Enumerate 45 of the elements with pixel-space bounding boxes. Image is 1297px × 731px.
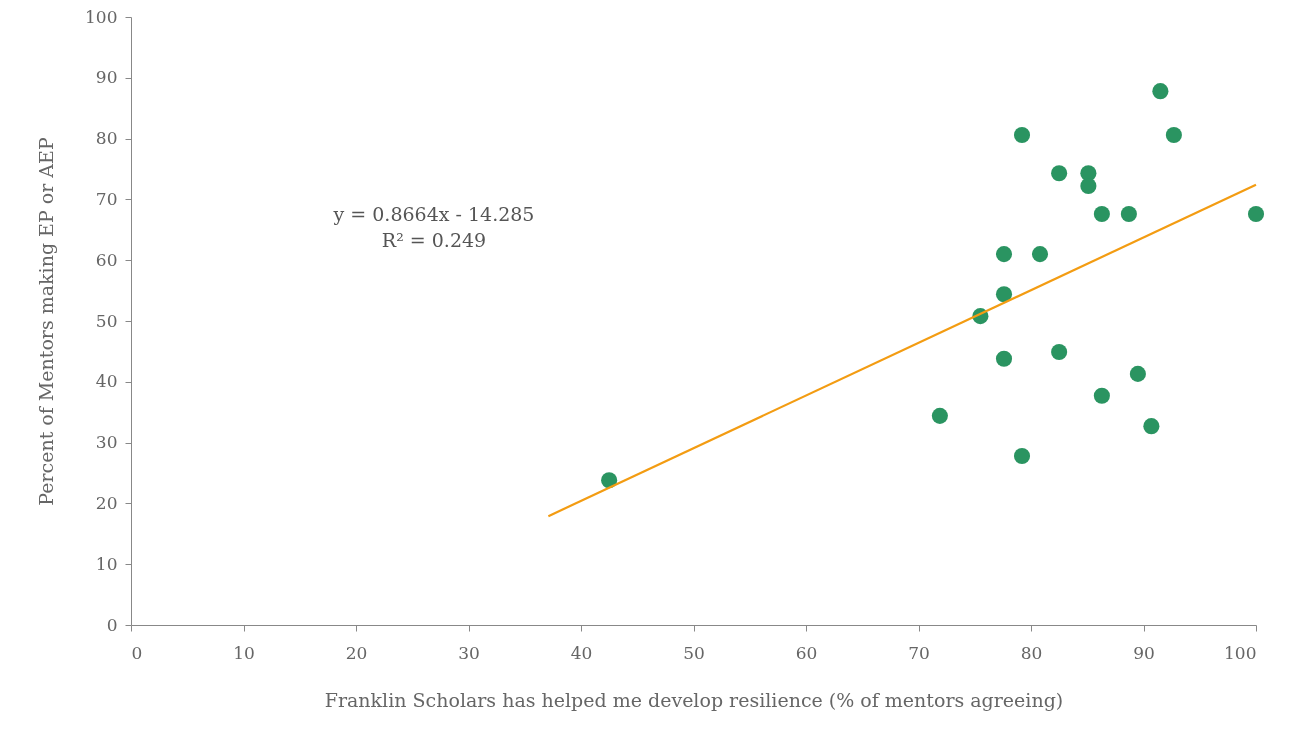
point: [1013, 447, 1031, 465]
x-tick-label: 50: [683, 642, 705, 663]
point: [995, 350, 1013, 367]
y-tick-label: 10: [95, 553, 118, 574]
x-tick-label: 10: [233, 642, 255, 663]
point: [1013, 126, 1031, 143]
annotation: R² = 0.249: [381, 229, 487, 251]
y-tick-label: 100: [85, 6, 118, 27]
x-tick-label: 40: [570, 642, 593, 663]
y-tick-label: 40: [95, 371, 118, 392]
annotation: y = 0.8664x - 14.285: [332, 203, 535, 225]
y-tick-label: 30: [95, 432, 118, 453]
x-tick-label: 70: [908, 642, 930, 663]
y-tick-label: 80: [95, 128, 118, 149]
point: [995, 246, 1013, 263]
y-tick-label: 50: [95, 310, 118, 331]
point: [1093, 205, 1110, 223]
point: [1247, 205, 1265, 223]
point: [1051, 165, 1068, 182]
point: [1152, 83, 1169, 100]
y-tick-label: 90: [95, 67, 118, 88]
x-tick-label: 60: [795, 642, 818, 663]
x-tick-label: 90: [1133, 642, 1155, 663]
point: [1051, 343, 1068, 361]
point: [1031, 246, 1049, 263]
point: [995, 286, 1013, 303]
point: [1165, 126, 1182, 143]
point: [1093, 387, 1110, 404]
x-axis-title: Franklin Scholars has helped me develop resilience (% of mentors agreeing): [324, 688, 1064, 711]
x-tick-label: 30: [458, 642, 480, 663]
x-tick-label: 100: [1224, 642, 1257, 663]
point: [1143, 418, 1160, 435]
point: [931, 407, 948, 424]
y-tick-label: 70: [95, 188, 118, 209]
x-tick-label: 80: [1020, 642, 1043, 663]
x-tick-label: 20: [345, 642, 368, 663]
y-axis-title: Percent of Mentors making EP or AEP: [35, 137, 58, 506]
y-tick-label: 60: [95, 249, 118, 270]
x-tick-label: 0: [131, 642, 143, 663]
y-tick-label: 20: [95, 492, 118, 513]
y-tick-label: 0: [106, 614, 118, 635]
point: [1080, 177, 1097, 195]
point: [1120, 205, 1137, 223]
point: [1129, 365, 1146, 382]
point: [601, 472, 618, 489]
